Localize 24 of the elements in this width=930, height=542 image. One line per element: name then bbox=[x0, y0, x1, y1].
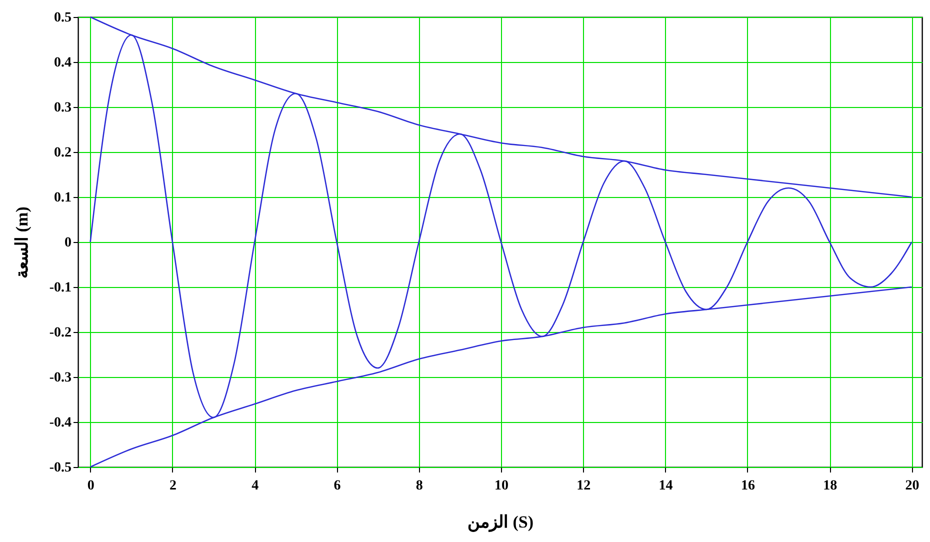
y-tick-label: -0.1 bbox=[49, 280, 72, 296]
y-tick-label: -0.5 bbox=[49, 460, 72, 476]
x-tick-label: 8 bbox=[416, 478, 423, 494]
y-tick-label: -0.2 bbox=[49, 326, 72, 340]
y-tick-label: 0.5 bbox=[54, 10, 72, 26]
x-axis-title: الزمن (S) bbox=[467, 512, 534, 532]
y-axis-title: السعة (m) bbox=[12, 206, 32, 278]
x-tick-label: 18 bbox=[823, 478, 838, 494]
y-tick-label: 0.3 bbox=[54, 100, 72, 116]
y-tick-label: -0.3 bbox=[49, 370, 72, 386]
x-tick-label: 16 bbox=[740, 478, 755, 494]
x-tick-label: 4 bbox=[252, 478, 259, 494]
y-tick-label: 0.2 bbox=[54, 146, 72, 160]
y-tick-label: -0.4 bbox=[49, 416, 72, 430]
x-tick-label: 6 bbox=[334, 478, 341, 494]
x-tick-label: 12 bbox=[576, 478, 591, 494]
x-tick-label: 10 bbox=[494, 478, 509, 494]
y-tick-label: 0 bbox=[64, 236, 72, 250]
y-tick-label: 0.1 bbox=[54, 190, 72, 206]
x-tick-label: 2 bbox=[169, 478, 176, 494]
x-tick-label: 20 bbox=[905, 478, 920, 494]
x-tick-label: 14 bbox=[658, 478, 673, 494]
x-tick-label: 0 bbox=[87, 478, 94, 494]
y-tick-label: 0.4 bbox=[54, 56, 72, 70]
